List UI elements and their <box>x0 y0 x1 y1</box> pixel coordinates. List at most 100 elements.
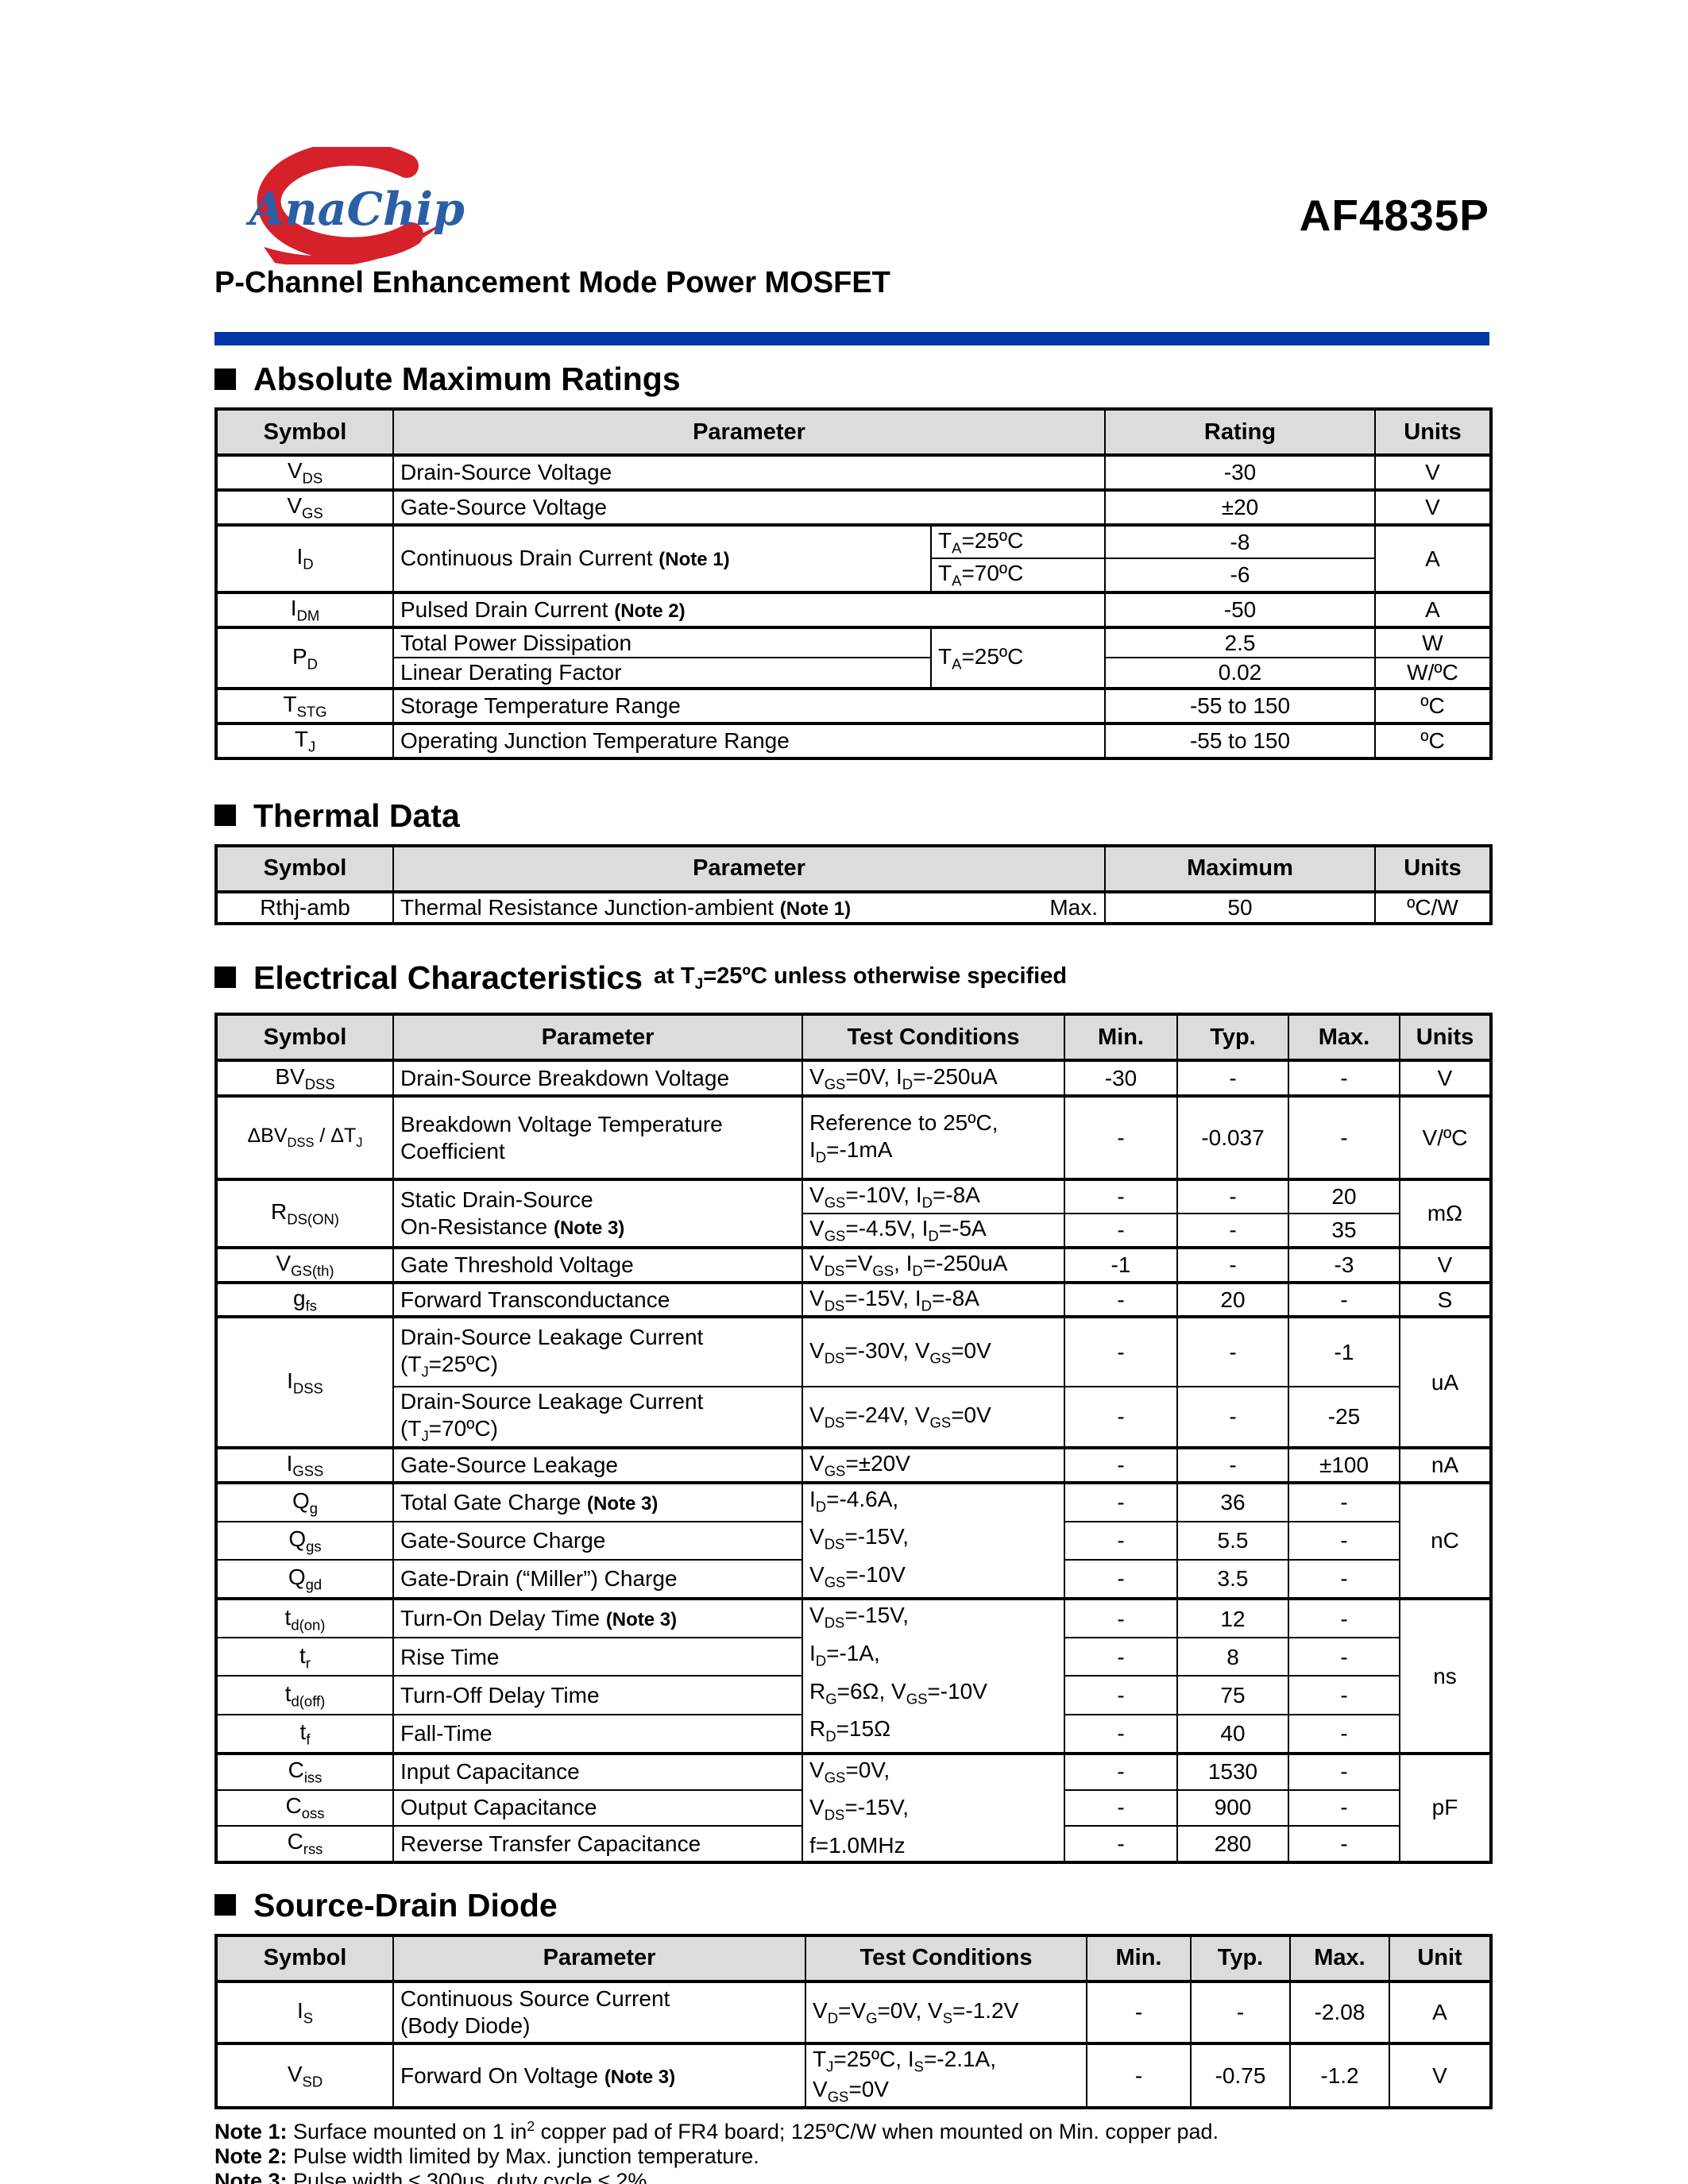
thermal-table: Symbol Parameter Maximum Units Rthj-amb Therm… <box>214 843 1493 925</box>
table-cell: TA=25ºC <box>930 625 1106 690</box>
table-cell: - <box>1288 1713 1400 1754</box>
table-cell: Total Power Dissipation <box>392 625 932 659</box>
table-cell: tf <box>215 1713 394 1754</box>
table-row: VGS Gate-Source Voltage ±20 V <box>215 488 1492 526</box>
table-row: Linear Derating Factor 0.02 W/ºC <box>216 657 1492 690</box>
table-cell: Qgd <box>215 1558 394 1600</box>
table-cell: -0.75 <box>1190 2041 1291 2109</box>
table-row: IDSS Drain-Source Leakage Current (TJ=25ºC… <box>215 1315 1492 1449</box>
table-cell: Thermal Resistance Junction-ambient (Not… <box>392 890 1106 924</box>
table-cell: Fall-Time <box>392 1713 803 1754</box>
table-cell: -3 <box>1288 1245 1400 1283</box>
section-bullet-icon <box>214 368 236 390</box>
table-cell: ±20 <box>1104 488 1376 526</box>
column-header: Test Conditions <box>805 1934 1087 1983</box>
table-cell: V <box>1389 2041 1492 2109</box>
table-row: Crss Reverse Transfer Capacitance -280- <box>215 1824 1491 1863</box>
table-cell: VGS=±20V <box>802 1445 1065 1484</box>
page-title: P-Channel Enhancement Mode Power MOSFET <box>214 266 890 299</box>
table-cell: Breakdown Voltage Temperature Coefficien… <box>392 1094 803 1181</box>
table-cell: - <box>1176 1178 1289 1215</box>
table-cell: Qg <box>215 1480 394 1522</box>
table-cell: IDSS <box>215 1315 394 1449</box>
table-row: TSTG Storage Temperature Range -55 to 150 º… <box>215 687 1492 724</box>
table-cell: VDS=-30V, VGS=0V <box>802 1315 1065 1388</box>
table-cell: gfs <box>215 1280 394 1318</box>
table-cell: - <box>1064 1637 1178 1677</box>
column-header: Min. <box>1064 1013 1178 1063</box>
table-row: Qg Total Gate Charge (Note 3) ID=-4.6A, VDS… <box>215 1480 1492 1600</box>
table-cell: - <box>1176 1315 1289 1388</box>
table-cell: Rise Time <box>392 1637 803 1677</box>
column-header: Symbol <box>215 844 394 893</box>
note-text: Pulse width ≤ 300us, duty cycle ≤ 2%. <box>293 2169 653 2184</box>
section-heading-elec: Electrical Characteristics at TJ=25ºC un… <box>214 952 1489 1004</box>
column-header: Max. <box>1288 1013 1400 1063</box>
table-cell: Gate-Source Charge <box>392 1520 803 1561</box>
table-cell: 1530 <box>1176 1751 1289 1791</box>
table-cell: Rthj-amb <box>215 890 394 924</box>
table-cell: Linear Derating Factor <box>392 657 932 690</box>
table-row: Qgs Gate-Source Charge -5.5- <box>215 1520 1491 1561</box>
table-cell: V <box>1374 488 1492 526</box>
table-cell: Output Capacitance <box>392 1788 803 1827</box>
table-cell: Gate Threshold Voltage <box>392 1245 803 1283</box>
table-cell: - <box>1064 1713 1178 1754</box>
table-cell: 2.5 <box>1104 625 1376 659</box>
table-cell: Operating Junction Temperature Range <box>392 721 1106 759</box>
table-cell: 50 <box>1104 890 1376 924</box>
column-header: Unit <box>1389 1934 1492 1983</box>
section-heading-abs-max: Absolute Maximum Ratings <box>214 360 1489 398</box>
table-cell: -1.2 <box>1289 2041 1390 2109</box>
logo-wordmark: AnaChip <box>245 183 465 236</box>
table-row: Drain-Source Leakage Current (TJ=70ºC) VDS… <box>216 1386 1491 1449</box>
column-header: Units <box>1399 1013 1492 1063</box>
table-cell: -55 to 150 <box>1104 721 1376 759</box>
header-rule <box>214 332 1489 345</box>
table-cell: - <box>1176 1245 1289 1283</box>
table-cell: - <box>1064 1178 1178 1215</box>
table-row: VSD Forward On Voltage (Note 3) TJ=25ºC, I… <box>215 2041 1492 2109</box>
table-row: TJ Operating Junction Temperature Range -5… <box>215 721 1492 759</box>
section-bullet-icon <box>214 1894 236 1916</box>
table-cell: VSD <box>215 2041 394 2109</box>
table-cell: VGS <box>215 488 394 526</box>
section-heading-diode: Source-Drain Diode <box>214 1886 1489 1924</box>
table-row: td(on) Turn-On Delay Time (Note 3) VDS=-15… <box>215 1597 1492 1754</box>
table-cell: Forward Transconductance <box>392 1280 803 1318</box>
table-cell: V <box>1399 1059 1492 1098</box>
column-header: Parameter <box>392 844 1106 893</box>
section-title: Thermal Data <box>253 797 460 834</box>
table-cell: ns <box>1399 1597 1492 1754</box>
table-cell: 75 <box>1176 1675 1289 1715</box>
table-cell: Continuous Drain Current (Note 1) <box>392 523 932 594</box>
table-row: Rthj-amb Thermal Resistance Junction-ambi… <box>215 890 1492 924</box>
column-header: Units <box>1374 408 1492 457</box>
table-cell: Forward On Voltage (Note 3) <box>392 2041 806 2109</box>
note-line: Note 2: Pulse width limited by Max. junc… <box>214 2144 1489 2169</box>
table-cell: -30 <box>1064 1059 1178 1098</box>
table-cell: VGS=0V, VDS=-15V, f=1.0MHz <box>802 1751 1065 1863</box>
source-drain-diode-table: Symbol Parameter Test Conditions Min. Typ. Ma… <box>214 1933 1493 2110</box>
table-cell: - <box>1064 1480 1178 1522</box>
section-heading-thermal: Thermal Data <box>214 797 1489 835</box>
table-cell: TA=70ºC <box>930 558 1106 594</box>
table-row: VGS=-4.5V, ID=-5A - -35 <box>216 1213 1491 1248</box>
table-row: VGS(th) Gate Threshold Voltage VDS=VGS, ID… <box>215 1245 1492 1283</box>
table-cell: nA <box>1399 1445 1492 1484</box>
table-cell: Qgs <box>215 1520 394 1561</box>
logo-swoosh-arc <box>257 147 423 261</box>
table-cell: - <box>1288 1059 1400 1098</box>
table-cell: - <box>1086 1980 1192 2044</box>
table-cell: IGSS <box>215 1445 394 1484</box>
table-row: tr Rise Time -8- <box>215 1637 1491 1677</box>
table-cell: 900 <box>1176 1788 1289 1827</box>
table-row: PD Total Power Dissipation TA=25ºC 2.5 W <box>215 625 1492 690</box>
table-cell: -50 <box>1104 591 1376 628</box>
table-cell: Static Drain-Source On-Resistance (Note 3… <box>392 1178 803 1248</box>
column-header: Parameter <box>392 1013 803 1063</box>
table-cell: 280 <box>1176 1824 1289 1863</box>
table-cell: - <box>1064 1788 1178 1827</box>
table-cell: Gate-Source Leakage <box>392 1445 803 1484</box>
table-row: IDM Pulsed Drain Current (Note 2) -50 A <box>215 591 1492 628</box>
